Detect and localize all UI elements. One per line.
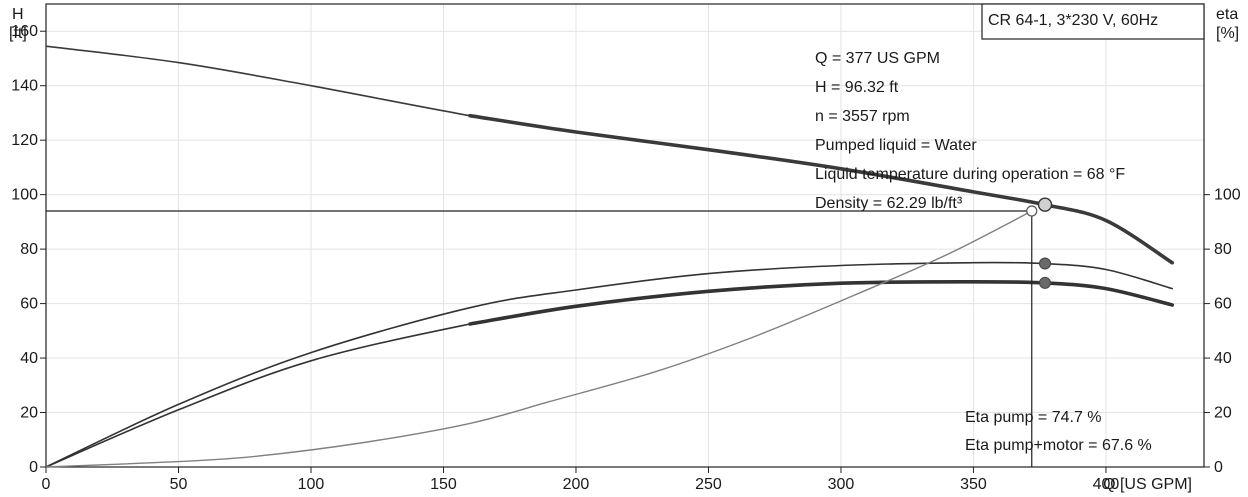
- left-axis-ticks: 0 20 40 60 80 100 120 140 160: [11, 23, 46, 476]
- x-axis-label: Q [US GPM]: [1103, 476, 1192, 493]
- title-box: [981, 3, 1205, 40]
- x-tick-label: 250: [695, 476, 722, 493]
- right-axis-ticks: 0 20 40 60 80 100: [1204, 187, 1241, 476]
- duty-point-info: Q = 377 US GPM H = 96.32 ft n = 3557 rpm Pu…: [815, 50, 1125, 212]
- curves: [45, 45, 1174, 468]
- left-tick-label: 80: [20, 241, 38, 258]
- x-tick-label: 300: [828, 476, 855, 493]
- left-axis-label: H: [12, 6, 24, 23]
- info-line: Liquid temperature during operation = 68…: [815, 166, 1125, 183]
- left-tick-label: 160: [11, 23, 38, 40]
- system-point-marker: [1026, 205, 1038, 217]
- grid-lines: [46, 4, 1204, 467]
- x-tick-label: 100: [298, 476, 325, 493]
- eta-pump-motor-marker: [1039, 276, 1052, 289]
- left-tick-label: 140: [11, 78, 38, 95]
- eta_pump_motor-operating-range: [468, 279, 1174, 326]
- right-tick-label: 20: [1214, 405, 1232, 422]
- x-tick-label: 200: [563, 476, 590, 493]
- system_curve-curve: [45, 210, 1033, 468]
- duty-point-marker: [1037, 197, 1053, 212]
- head-operating-range: [468, 113, 1174, 265]
- info-line: H = 96.32 ft: [815, 79, 899, 96]
- x-tick-label: 50: [170, 476, 188, 493]
- right-tick-label: 0: [1214, 459, 1223, 476]
- left-axis-unit: [ft]: [9, 25, 27, 42]
- right-tick-label: 100: [1214, 187, 1241, 204]
- plot-frame: [45, 3, 1205, 468]
- info-line: n = 3557 rpm: [815, 108, 910, 125]
- x-tick-label: 400: [1093, 476, 1120, 493]
- eta-info-line: Eta pump = 74.7 %: [965, 409, 1102, 426]
- markers: [46, 197, 1053, 467]
- right-tick-label: 60: [1214, 296, 1232, 313]
- x-tick-label: 0: [42, 476, 51, 493]
- left-tick-label: 60: [20, 296, 38, 313]
- info-line: Q = 377 US GPM: [815, 50, 940, 67]
- info-line: Density = 62.29 lb/ft³: [815, 195, 963, 212]
- left-tick-label: 120: [11, 132, 38, 149]
- left-tick-label: 40: [20, 350, 38, 367]
- eta-info-line: Eta pump+motor = 67.6 %: [965, 437, 1152, 454]
- x-tick-label: 350: [960, 476, 987, 493]
- eta-pump-marker: [1039, 257, 1052, 270]
- left-tick-label: 0: [29, 459, 38, 476]
- left-tick-label: 100: [11, 187, 38, 204]
- right-axis-label: eta: [1216, 6, 1238, 23]
- left-tick-label: 20: [20, 405, 38, 422]
- right-tick-label: 80: [1214, 241, 1232, 258]
- chart-title: CR 64-1, 3*230 V, 60Hz: [988, 12, 1158, 29]
- efficiency-info: Eta pump = 74.7 % Eta pump+motor = 67.6 %: [965, 409, 1152, 454]
- x-tick-label: 150: [430, 476, 457, 493]
- info-line: Pumped liquid = Water: [815, 137, 977, 154]
- head-curve: [45, 45, 1173, 264]
- right-axis-unit: [%]: [1216, 25, 1239, 42]
- right-tick-label: 40: [1214, 350, 1232, 367]
